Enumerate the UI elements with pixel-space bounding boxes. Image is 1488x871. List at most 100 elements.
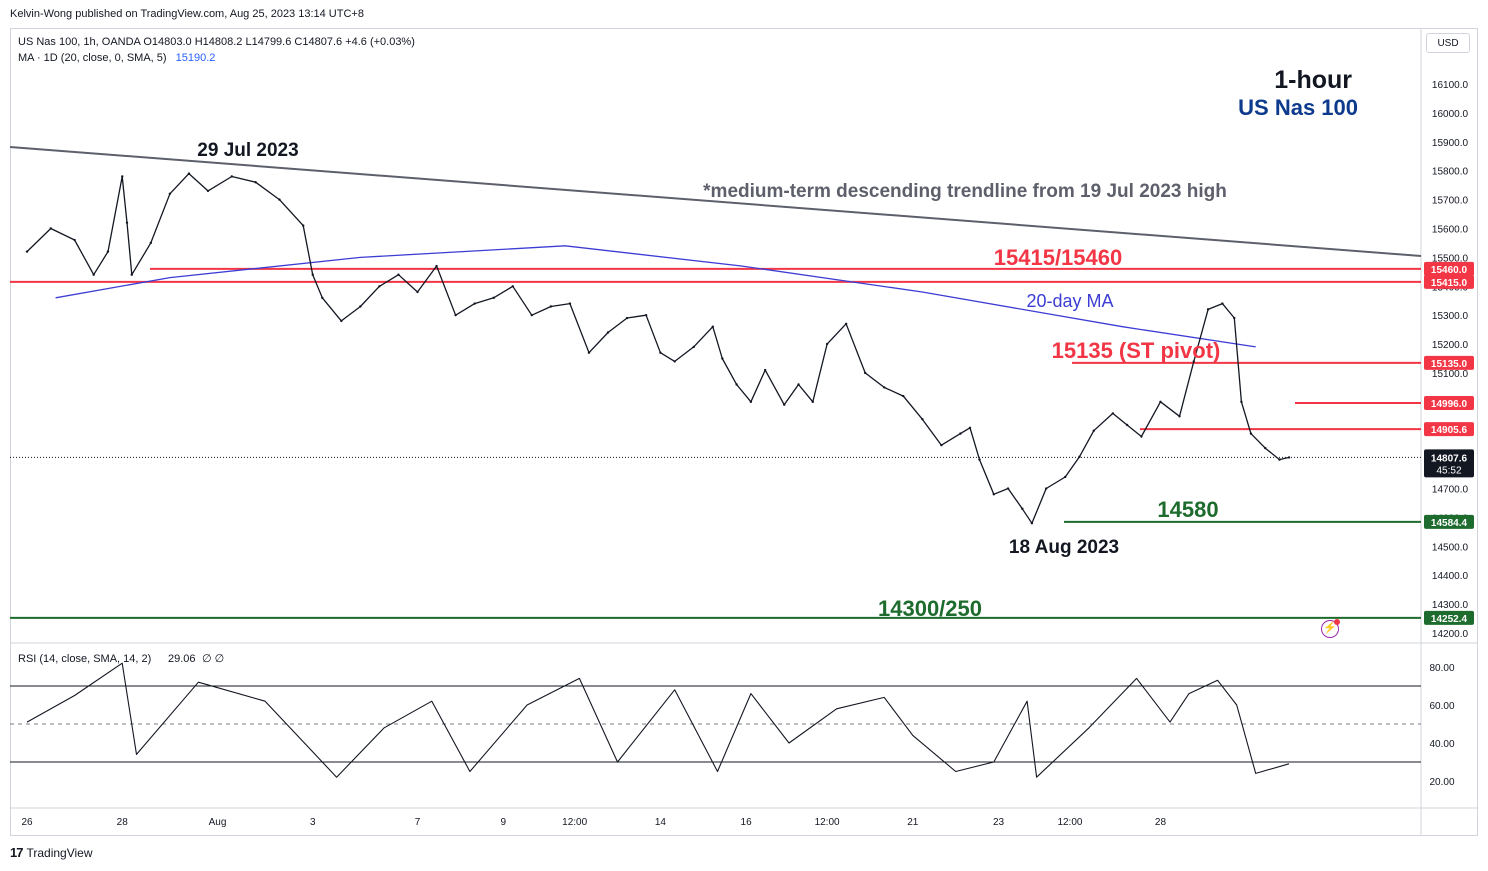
time-axis-tick: Aug [209,817,227,828]
price-point [121,175,124,178]
symbol-legend[interactable]: US Nas 100, 1h, OANDA O14803.0 H14808.2 … [18,36,415,48]
price-level-tag[interactable] [1424,274,1474,289]
price-point [1233,316,1236,320]
price-point [606,331,610,334]
price-axis-tick: 15600.0 [1432,224,1469,235]
price-point [1278,458,1281,461]
price-point [587,351,591,354]
price-point [921,417,924,421]
price-axis-tick: 15100.0 [1432,369,1469,380]
price-point [959,432,962,435]
price-level-tag[interactable] [1424,355,1474,370]
price-point [311,273,314,276]
price-point [454,313,457,317]
price-axis-tick: 14200.0 [1432,629,1469,640]
price-point [568,302,572,305]
price-axis-tick: 15500.0 [1432,253,1469,264]
price-point [1111,412,1115,415]
price-level-tag-label: 15135.0 [1431,359,1468,370]
ma-legend[interactable]: MA · 1D (20, close, 0, SMA, 5) 15190.2 [18,52,215,64]
price-point [883,386,886,389]
time-axis-tick: 12:00 [562,817,587,828]
time-axis-tick: 12:00 [1057,817,1082,828]
price-point [435,264,438,268]
price-point [106,250,110,253]
price-point [968,426,972,430]
price-axis-tick: 15800.0 [1432,167,1469,178]
price-point [168,192,172,195]
current-price-tag-value: 14807.6 [1431,453,1468,464]
price-point [416,290,419,294]
price-point [321,296,324,300]
lightning-icon[interactable]: ⚡ [1321,620,1339,638]
currency-button[interactable]: USD [1426,33,1470,53]
rsi-axis-tick: 40.00 [1429,739,1454,750]
price-level-tag-label: 14905.6 [1431,425,1468,436]
price-point [73,238,76,242]
time-axis-tick: 16 [741,817,753,828]
publisher-credit: Kelvin-Wong published on TradingView.com… [10,8,364,20]
price-level-tag[interactable] [1424,422,1474,437]
tradingview-logo[interactable]: 17 TradingView [10,845,93,860]
price-point [1221,302,1224,305]
tradingview-logo-text: TradingView [26,845,93,860]
price-point [711,325,714,328]
chart-timeframe-title: 1-hour [1274,66,1352,94]
time-axis-tick: 26 [21,817,33,828]
price-series-line[interactable] [26,172,1290,524]
price-axis-tick: 15300.0 [1432,311,1469,322]
price-point [844,322,848,326]
annotation-pivot: 15135 (ST pivot) [1052,338,1221,363]
annotation-support2: 14300/250 [878,596,982,621]
price-point [473,302,476,305]
chart-symbol-title: US Nas 100 [1238,95,1358,120]
current-price-countdown: 45:52 [1436,465,1461,476]
descending-trendline[interactable] [9,146,1422,257]
price-axis-tick: 14500.0 [1432,542,1469,553]
price-point [644,313,648,317]
price-point [149,241,153,245]
price-level-tag[interactable] [1424,514,1474,529]
price-point [902,394,905,398]
price-point [659,351,662,354]
notification-dot [1334,619,1340,625]
rsi-axis-tick: 80.00 [1429,663,1454,674]
ma-series-line[interactable] [55,245,1256,348]
price-point [230,175,233,178]
time-axis-tick: 7 [415,817,421,828]
ma-legend-value: 15190.2 [175,52,216,64]
price-point [1249,432,1253,435]
price-point [49,227,53,230]
price-point [1178,415,1181,418]
price-axis-tick: 14300.0 [1432,600,1469,611]
ma-legend-label: MA · 1D (20, close, 0, SMA, 5) [18,52,167,64]
time-axis-tick: 3 [310,817,316,828]
price-level-tag[interactable] [1424,395,1474,410]
annotation-top-high: 29 Jul 2023 [197,140,298,161]
price-point [1044,487,1048,490]
price-point [549,305,553,308]
rsi-legend-value: 29.06 [168,653,196,665]
price-level-tag[interactable] [1424,261,1474,276]
price-point [749,400,753,404]
price-point [978,458,981,461]
price-level-tag-label: 15460.0 [1431,265,1468,276]
price-axis-tick: 15700.0 [1432,196,1469,207]
rsi-series-line[interactable] [26,662,1290,778]
time-axis-tick: 28 [117,817,129,828]
rsi-legend-label: RSI (14, close, SMA, 14, 2) [18,653,151,665]
price-point [397,273,400,276]
price-level-tag[interactable] [1424,610,1474,625]
price-point [1192,360,1195,363]
price-level-tag-label: 14584.4 [1431,518,1468,529]
price-point [1078,455,1081,458]
chart-frame [10,28,1478,836]
price-point [625,316,629,320]
price-point [302,224,305,227]
price-point [25,250,29,253]
current-price-tag[interactable] [1424,449,1474,478]
price-point [1021,507,1024,510]
price-point [254,181,257,184]
price-point [673,360,676,363]
